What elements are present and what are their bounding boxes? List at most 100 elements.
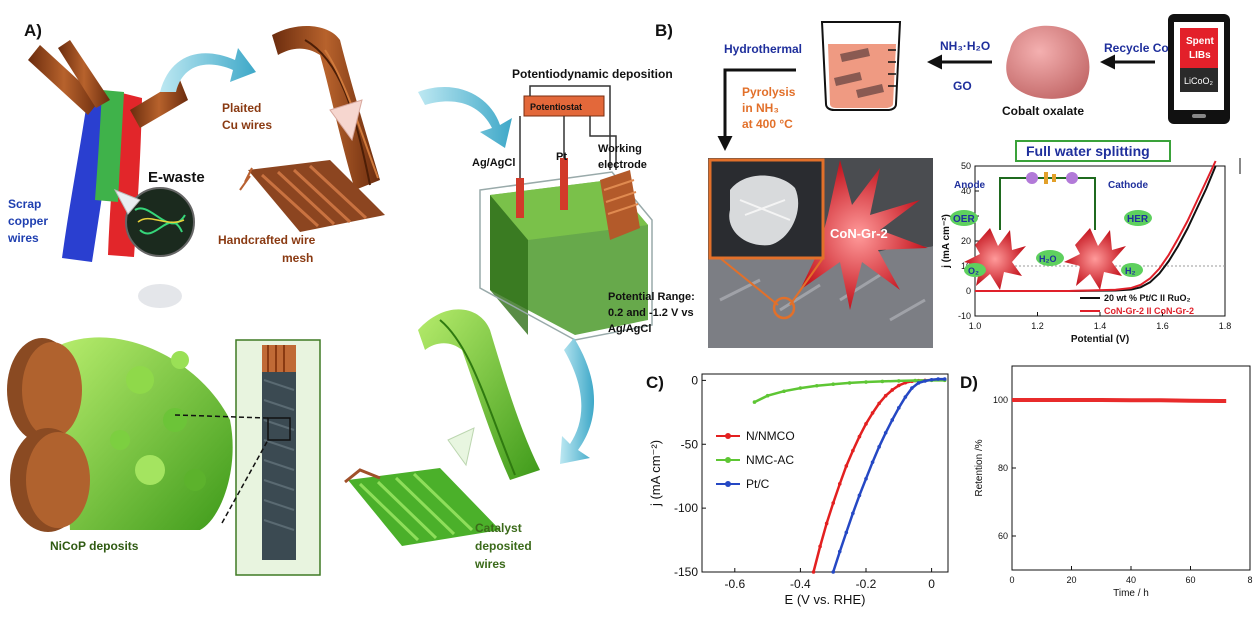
recycle-label: Recycle Co <box>1104 41 1169 55</box>
nicop-label: NiCoP deposits <box>50 539 139 553</box>
chart-c-legend-label-2: Pt/C <box>746 477 770 491</box>
water-splitting-chart: 1.01.21.41.61.8-1001020304050Potential (… <box>941 160 1231 345</box>
panel-c-letter: C) <box>646 373 664 392</box>
chart-c-point <box>864 476 868 481</box>
nicop-deposits-illustration <box>7 337 233 532</box>
chart-d-xtick-label: 8 <box>1247 575 1252 585</box>
chart-d-xtick-label: 20 <box>1066 575 1076 585</box>
chart-c-point <box>851 511 855 516</box>
cobalt-label: Cobalt oxalate <box>1002 104 1084 118</box>
chart-c-point <box>831 501 835 505</box>
chart-c-xlabel: E (V vs. RHE) <box>785 592 866 607</box>
spent-label-2: LIBs <box>1189 50 1211 61</box>
licoo2-label: LiCoO₂ <box>1184 76 1214 86</box>
o2-label: O₂ <box>968 266 979 276</box>
catalyst-coated-wire-illustration <box>344 309 540 546</box>
chart-c-point <box>837 549 842 554</box>
potential-range-label-2: 0.2 and -1.2 V vs <box>608 307 694 319</box>
chart-c-ytick-label: -50 <box>681 437 699 451</box>
pyrolysis-arrow <box>717 68 796 151</box>
anode-label: Anode <box>954 180 986 191</box>
panel-b-letter: B) <box>655 21 673 40</box>
chart-c-point <box>782 389 786 394</box>
chart-c-point <box>837 482 842 486</box>
chart-c-point <box>883 393 888 398</box>
chart-c-legend-dot-1 <box>725 457 731 463</box>
chart-d-xtick-label: 0 <box>1009 575 1014 585</box>
chart-c-point <box>831 382 835 387</box>
ag-agcl-label: Ag/AgCl <box>472 157 515 169</box>
chart-c-point <box>851 448 855 453</box>
chart-d-xtick-label: 40 <box>1126 575 1136 585</box>
chart-c-point <box>897 383 901 388</box>
deposition-title: Potentiodynamic deposition <box>512 67 673 81</box>
working-label-1: Working <box>598 143 642 155</box>
chart-b-xtick-label: 1.2 <box>1031 321 1044 331</box>
chart-b-ytick-label: 40 <box>961 186 971 196</box>
h2o-label: H₂O <box>1039 254 1057 264</box>
pyrolysis-label-3: at 400 °C <box>742 117 793 131</box>
chart-c-ytick-label: -100 <box>674 501 698 515</box>
handcrafted-mesh-illustration <box>239 160 385 232</box>
stability-chart: 0 20 40 60 8 60 80 100 Time / h Retention /% <box>974 365 1253 599</box>
chart-d-series-0 <box>1012 398 1227 403</box>
hydrothermal-label: Hydrothermal <box>724 42 802 56</box>
potential-range-label-1: Potential Range: <box>608 291 695 303</box>
chart-c-point <box>880 379 885 384</box>
chart-b-xtick-label: 1.4 <box>1094 321 1107 331</box>
chart-c-point <box>824 521 829 526</box>
water-splitting-schematic <box>950 172 1152 290</box>
chart-d-xlabel: Time / h <box>1113 588 1149 599</box>
chart-b-xtick-label: 1.6 <box>1156 321 1169 331</box>
chart-c-point <box>815 383 819 388</box>
chart-b-ytick-label: 20 <box>961 236 971 246</box>
chart-c-xtick-label: 0 <box>928 577 935 591</box>
scrap-label-1: Scrap <box>8 197 41 211</box>
chart-c-legend-label-1: NMC-AC <box>746 453 794 467</box>
working-label-2: electrode <box>598 159 647 171</box>
chart-c-point <box>877 401 881 406</box>
process-arrow-3 <box>560 338 595 464</box>
pyrolysis-label-2: in NH₃ <box>742 101 779 115</box>
process-arrow-2 <box>418 87 512 148</box>
pt-label: Pt <box>556 151 567 163</box>
catalyst-label-3: wires <box>474 557 506 571</box>
plaited-label-1: Plaited <box>222 101 261 115</box>
panel-d: D) 0 20 40 60 8 60 80 100 Time / h Retention /% <box>960 365 1253 599</box>
reagents-bottom: GO <box>953 79 972 93</box>
chart-b-legend-label-0: 20 wt % Pt/C II RuO₂ <box>1104 293 1191 303</box>
panel-c: C) -0.6 -0.4 -0.2 0 0 -50 -100 -150 E (V vs. RHE… <box>646 373 949 607</box>
chart-c-point <box>897 379 901 383</box>
chart-c-point <box>857 493 862 498</box>
panel-a-letter: A) <box>24 21 42 40</box>
spent-label-1: Spent <box>1186 36 1214 47</box>
her-label: HER <box>1127 214 1149 225</box>
chart-d-ytick-label: 80 <box>998 463 1008 473</box>
ewaste-circuit-icon <box>125 187 195 257</box>
chart-b-ytick-label: 0 <box>966 286 971 296</box>
chart-d-ytick-label: 100 <box>993 395 1008 405</box>
chart-c-point <box>903 395 908 399</box>
h2-label: H₂ <box>1125 266 1136 276</box>
chart-c-point <box>798 386 803 390</box>
chart-d-ylabel: Retention /% <box>974 439 985 496</box>
chart-c-point <box>897 406 901 410</box>
chart-c-legend-dot-0 <box>725 433 731 439</box>
chart-c-point <box>910 386 914 390</box>
cobalt-oxalate-particle <box>1006 25 1090 99</box>
plaited-label-2: Cu wires <box>222 118 272 132</box>
chart-c-point <box>844 464 849 468</box>
potentiostat-label: Potentiostat <box>530 102 582 112</box>
con-gr-2-particle <box>790 160 928 310</box>
chart-c-point <box>877 445 881 449</box>
oer-label: OER <box>953 214 975 225</box>
chart-c-ytick-label: 0 <box>691 373 698 387</box>
chart-c-point <box>870 411 875 415</box>
chart-c-point <box>864 380 868 384</box>
chart-c-series-2 <box>832 377 945 573</box>
handcrafted-label-2: mesh <box>282 251 313 265</box>
chart-b-xlabel: Potential (V) <box>1071 334 1129 345</box>
chart-c-point <box>857 434 862 439</box>
chart-c-point <box>913 378 917 383</box>
